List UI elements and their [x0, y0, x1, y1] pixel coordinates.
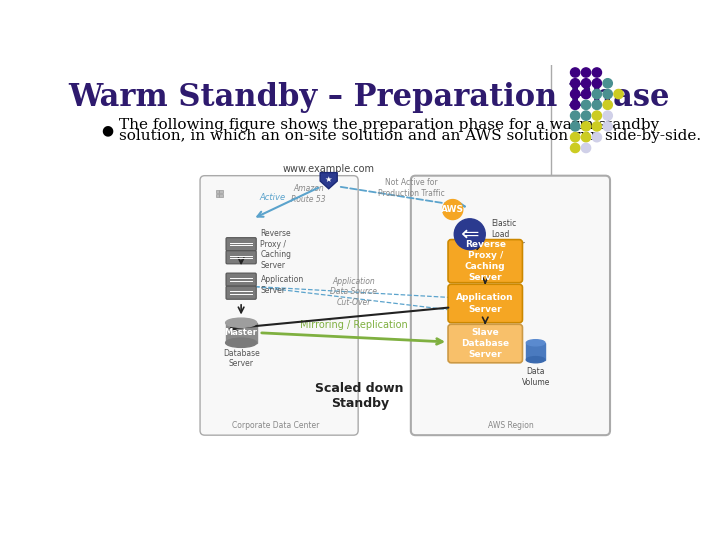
Circle shape — [570, 111, 580, 120]
Text: Reverse
Proxy /
Caching
Server: Reverse Proxy / Caching Server — [261, 230, 292, 269]
Circle shape — [570, 79, 580, 88]
FancyBboxPatch shape — [226, 251, 256, 264]
FancyBboxPatch shape — [448, 240, 523, 283]
Text: Amazon
Route 53: Amazon Route 53 — [291, 185, 326, 204]
Ellipse shape — [526, 356, 545, 363]
Text: solution, in which an on-site solution and an AWS solution run side-by-side.: solution, in which an on-site solution a… — [120, 130, 701, 144]
Text: The following figure shows the preparation phase for a warm standby: The following figure shows the preparati… — [120, 118, 660, 132]
Text: Slave
Database
Server: Slave Database Server — [462, 328, 509, 359]
Circle shape — [593, 68, 601, 77]
Circle shape — [570, 132, 580, 142]
Text: Reverse
Proxy /
Caching
Server: Reverse Proxy / Caching Server — [464, 240, 505, 282]
Ellipse shape — [225, 338, 256, 347]
Circle shape — [581, 143, 590, 153]
Text: Mirroring / Replication: Mirroring / Replication — [300, 320, 408, 330]
Bar — [220, 190, 222, 193]
FancyBboxPatch shape — [200, 176, 358, 435]
Text: Data
Volume: Data Volume — [521, 367, 550, 387]
Text: Master: Master — [225, 328, 258, 338]
Bar — [215, 190, 219, 193]
Bar — [225, 323, 256, 343]
Circle shape — [581, 132, 590, 142]
Text: Scaled down
Standby: Scaled down Standby — [315, 382, 404, 410]
Circle shape — [593, 132, 601, 142]
Circle shape — [603, 111, 612, 120]
Circle shape — [581, 100, 590, 110]
Text: AWS: AWS — [441, 205, 464, 214]
Text: Not Active for
Production Traffic: Not Active for Production Traffic — [378, 178, 445, 198]
Polygon shape — [320, 173, 337, 189]
Circle shape — [603, 90, 612, 99]
Circle shape — [581, 111, 590, 120]
Circle shape — [603, 79, 612, 88]
FancyBboxPatch shape — [226, 273, 256, 286]
Ellipse shape — [225, 318, 256, 327]
Circle shape — [593, 90, 601, 99]
Text: Active: Active — [260, 193, 286, 202]
Circle shape — [570, 68, 580, 77]
Bar — [215, 194, 219, 197]
Circle shape — [581, 79, 590, 88]
Text: Elastic
Load
Balancer: Elastic Load Balancer — [492, 219, 525, 249]
Text: ⇐: ⇐ — [460, 224, 479, 244]
Text: Application
Server: Application Server — [456, 293, 514, 314]
Text: ★: ★ — [325, 175, 333, 184]
Circle shape — [454, 219, 485, 249]
Circle shape — [593, 111, 601, 120]
Bar — [526, 343, 545, 360]
Bar — [220, 194, 222, 197]
FancyBboxPatch shape — [411, 176, 610, 435]
Circle shape — [570, 90, 580, 99]
Circle shape — [570, 122, 580, 131]
Text: ●: ● — [101, 123, 113, 137]
Circle shape — [581, 68, 590, 77]
Text: Database
Server: Database Server — [222, 349, 259, 368]
Circle shape — [593, 100, 601, 110]
Ellipse shape — [526, 340, 545, 346]
Text: www.example.com: www.example.com — [283, 164, 374, 174]
Text: Application
Server: Application Server — [261, 275, 304, 295]
Circle shape — [581, 122, 590, 131]
FancyBboxPatch shape — [448, 284, 523, 323]
Circle shape — [593, 122, 601, 131]
FancyBboxPatch shape — [226, 238, 256, 251]
Circle shape — [614, 90, 624, 99]
Text: AWS Region: AWS Region — [488, 421, 534, 430]
FancyBboxPatch shape — [448, 325, 523, 363]
Circle shape — [603, 122, 612, 131]
Text: Application
Data Source
Cut-Over: Application Data Source Cut-Over — [330, 277, 377, 307]
FancyBboxPatch shape — [226, 286, 256, 299]
Circle shape — [581, 90, 590, 99]
Circle shape — [570, 100, 580, 110]
Circle shape — [603, 100, 612, 110]
Text: Corporate Data Center: Corporate Data Center — [233, 421, 320, 430]
Circle shape — [443, 200, 463, 220]
Circle shape — [593, 79, 601, 88]
Circle shape — [570, 143, 580, 153]
Text: Warm Standby – Preparation Phase: Warm Standby – Preparation Phase — [68, 82, 670, 113]
